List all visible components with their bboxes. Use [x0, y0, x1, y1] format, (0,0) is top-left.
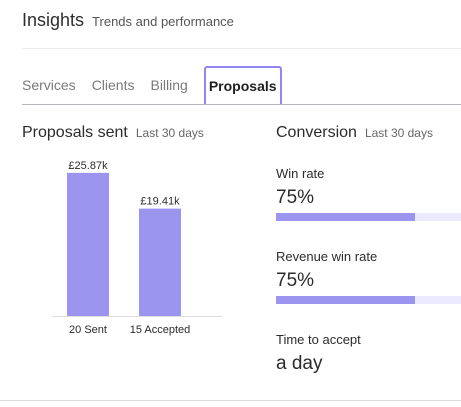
page-subtitle: Trends and performance — [92, 14, 234, 29]
tab-proposals[interactable]: Proposals — [203, 66, 282, 105]
conversion-heading: Conversion Last 30 days — [276, 124, 433, 142]
revenue-win-rate-bar-fill — [276, 296, 415, 304]
chart-bar — [139, 208, 181, 316]
header-divider — [22, 48, 461, 49]
revenue-win-rate-label: Revenue win rate — [276, 249, 378, 264]
win-rate-value: 75% — [276, 187, 315, 208]
chart-category-label: 20 Sent — [69, 324, 107, 336]
tab-clients[interactable]: Clients — [91, 77, 135, 93]
footer-divider — [0, 400, 461, 401]
win-rate-metric: Win rate 75% — [276, 166, 324, 209]
win-rate-bar — [276, 213, 461, 221]
tabs-underline — [22, 104, 461, 105]
proposals-sent-title: Proposals sent — [22, 124, 128, 141]
revenue-win-rate-bar — [276, 296, 461, 304]
page-title: Insights — [22, 10, 85, 30]
time-to-accept-value: a day — [276, 353, 323, 374]
chart-category-label: 15 Accepted — [130, 324, 191, 336]
tab-billing[interactable]: Billing — [150, 77, 188, 93]
tab-services[interactable]: Services — [22, 77, 76, 93]
chart-bar — [67, 172, 109, 316]
revenue-win-rate-metric: Revenue win rate 75% — [276, 249, 377, 292]
time-to-accept-label: Time to accept — [276, 332, 361, 347]
revenue-win-rate-value: 75% — [276, 270, 315, 291]
win-rate-label: Win rate — [276, 166, 325, 181]
page-header: Insights Trends and performance — [22, 10, 234, 31]
chart-data-label: £19.41k — [140, 196, 180, 208]
chart-data-label: £25.87k — [68, 160, 108, 172]
conversion-period: Last 30 days — [364, 126, 433, 140]
proposals-sent-period: Last 30 days — [135, 126, 204, 140]
win-rate-bar-fill — [276, 213, 415, 221]
time-to-accept-metric: Time to accept a day — [276, 332, 361, 375]
conversion-title: Conversion — [276, 124, 357, 141]
proposals-sent-chart: £25.87k 20 Sent £19.41k 15 Accepted — [52, 160, 222, 336]
proposals-sent-heading: Proposals sent Last 30 days — [22, 124, 204, 142]
tab-bar: Services Clients Billing Proposals — [22, 66, 282, 105]
